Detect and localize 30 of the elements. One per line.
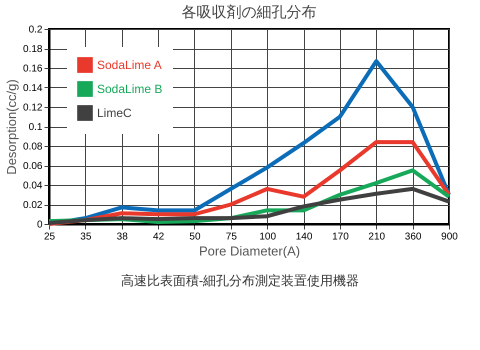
legend-label: SodaLime B <box>97 82 162 96</box>
y-tick-label: 0.08 <box>23 142 43 152</box>
y-tick-label: 0.04 <box>23 180 43 192</box>
y-tick-label: 0.06 <box>23 161 43 172</box>
legend-label: LimeC <box>97 106 132 120</box>
legend-label: SodaLime A <box>97 58 162 72</box>
x-tick-label: 170 <box>332 232 350 242</box>
chart-title: 各吸収剤の細孔分布 <box>182 4 316 21</box>
x-axis-title: Pore Diameter(A) <box>198 244 300 258</box>
x-tick-label: 360 <box>404 232 422 242</box>
y-tick-label: 0.14 <box>23 83 43 94</box>
x-tick-label: 38 <box>116 232 128 242</box>
x-tick-label: 35 <box>80 232 92 242</box>
x-tick-label: 42 <box>153 232 165 242</box>
x-tick-label: 900 <box>441 232 458 242</box>
x-tick-label: 25 <box>44 232 56 242</box>
y-tick-label: 0.2 <box>28 24 43 36</box>
x-tick-label: 140 <box>296 232 313 242</box>
y-tick-label: 0 <box>36 220 43 230</box>
x-tick-label: 100 <box>259 232 276 242</box>
y-tick-label: 0.12 <box>23 102 43 114</box>
y-tick-label: 0.1 <box>28 122 43 133</box>
y-tick-label: 0.02 <box>23 200 43 211</box>
y-tick-label: 0.18 <box>23 44 43 55</box>
x-tick-label: 210 <box>368 232 386 242</box>
text: 高速比表面積-細孔分布測定装置使用機器 <box>120 272 360 290</box>
x-tick-label: 75 <box>226 232 238 242</box>
y-tick-label: 0.16 <box>23 64 43 74</box>
x-tick-label: 50 <box>189 232 201 242</box>
y-axis-title: Desorption(cc/g) <box>4 79 20 175</box>
